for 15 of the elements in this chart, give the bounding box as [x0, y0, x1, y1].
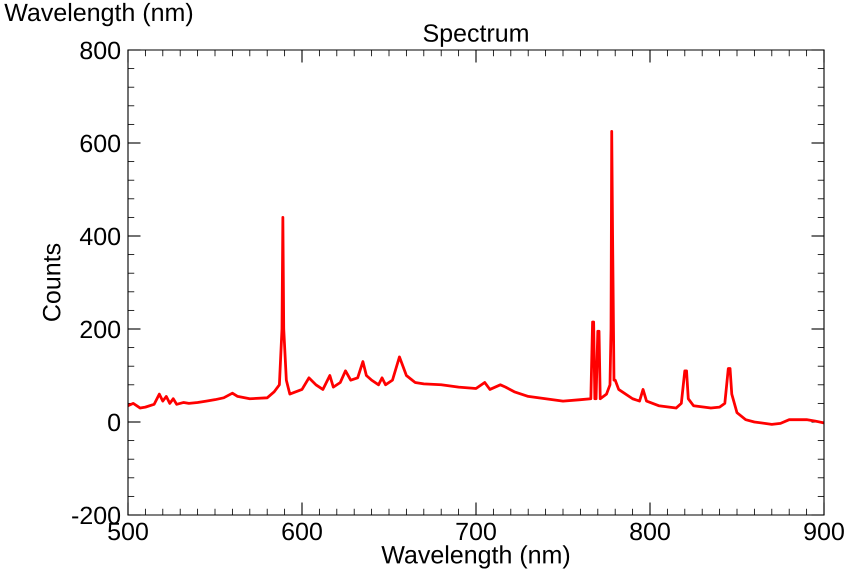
y-tick-label: 600: [80, 134, 120, 152]
y-tick-label: 0: [108, 414, 120, 432]
x-tick-label: 600: [282, 522, 322, 540]
x-tick-label: 900: [804, 522, 844, 540]
y-tick-label: 400: [80, 228, 120, 246]
y-tick-label: -200: [72, 506, 120, 524]
y-tick-label: 800: [80, 42, 120, 60]
x-tick-label: 800: [630, 522, 670, 540]
x-tick-label: 700: [456, 522, 496, 540]
text: Wavelength (nm): [4, 2, 192, 26]
y-axis-title: Counts: [42, 244, 61, 321]
y-tick-label: 200: [80, 320, 120, 338]
chart-title: Spectrum: [424, 24, 528, 47]
x-tick-label: 500: [108, 522, 148, 540]
x-axis-title: Wavelength (nm): [381, 545, 570, 569]
